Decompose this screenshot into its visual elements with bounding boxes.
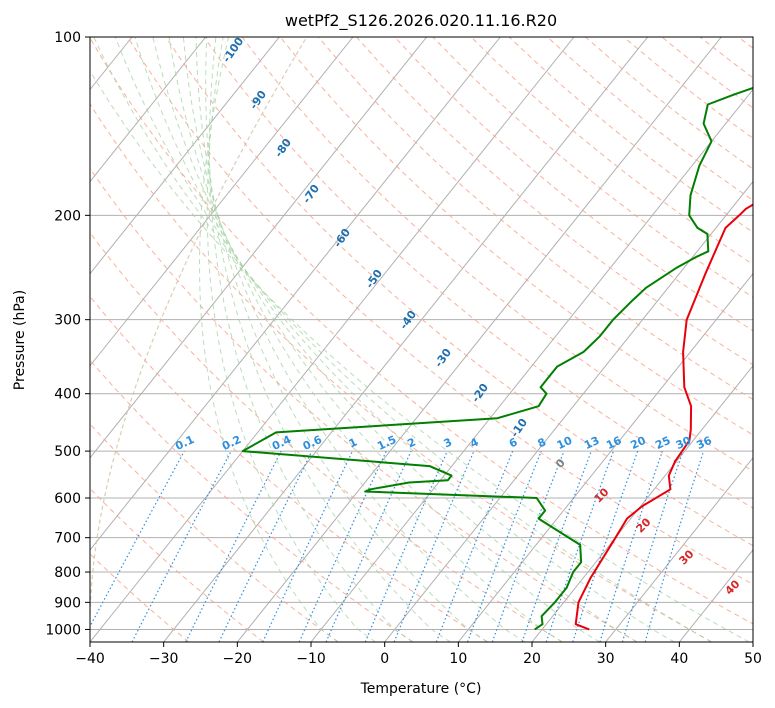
dry-adiabat-line	[90, 231, 563, 642]
moist-adiabat-line	[195, 37, 488, 642]
dry-adiabat-line	[90, 295, 488, 642]
isotherm-line	[90, 37, 280, 275]
reference-arc-line	[90, 37, 308, 642]
mixing-ratio-label: 25	[653, 434, 672, 452]
isotherm-line	[90, 37, 354, 367]
x-tick-label: −40	[75, 651, 105, 667]
mixing-ratio-line	[491, 450, 565, 642]
isotherm-line	[163, 37, 649, 642]
moist-adiabat-line	[206, 37, 376, 642]
isotherm-line	[90, 37, 428, 459]
y-tick-label: 600	[54, 491, 81, 507]
x-tick-label: 10	[449, 651, 467, 667]
dry-adiabat-line	[90, 487, 264, 642]
y-tick-label: 800	[54, 565, 81, 581]
mixing-ratio-line	[621, 450, 684, 642]
x-tick-label: 0	[380, 651, 389, 667]
mixing-ratio-line	[185, 450, 282, 642]
dry-adiabat-line	[165, 37, 753, 547]
y-tick-label: 1000	[45, 622, 81, 638]
moist-adiabat-line	[93, 37, 712, 642]
x-tick-label: −30	[149, 651, 179, 667]
moist-adiabat-line	[208, 37, 414, 642]
mixing-ratio-line	[466, 450, 542, 642]
mixing-ratio-label: 10	[555, 434, 575, 452]
x-axis-label: Temperature (°C)	[360, 681, 482, 697]
moist-adiabat-line	[152, 37, 600, 642]
mixing-ratio-line	[545, 450, 614, 642]
y-tick-label: 500	[54, 444, 81, 460]
dry-adiabat-line	[90, 553, 190, 642]
x-tick-label: −20	[223, 651, 253, 667]
x-tick-label: −10	[296, 651, 326, 667]
dry-adiabat-line	[318, 37, 753, 401]
plot-frame	[89, 36, 754, 643]
dry-adiabat-line	[90, 103, 712, 642]
mixing-ratio-label: 30	[674, 434, 694, 452]
y-tick-label: 700	[54, 531, 81, 547]
moist-adiabat-line	[134, 37, 638, 642]
x-tick-label: 50	[744, 651, 762, 667]
isotherm-line	[236, 37, 722, 642]
dewpoint-series-line	[241, 86, 753, 631]
mixing-ratio-line	[599, 450, 663, 642]
y-tick-label: 200	[54, 208, 81, 224]
mixing-ratio-line	[435, 450, 514, 642]
mixing-ratio-line	[262, 450, 354, 642]
temperature-series-line	[574, 203, 753, 631]
isotherm-line	[605, 457, 753, 642]
x-tick-label: 40	[670, 651, 688, 667]
dry-adiabat-line	[90, 359, 414, 642]
y-tick-label: 400	[54, 387, 81, 403]
dry-adiabat-line	[279, 37, 753, 436]
moist-adiabat-line	[198, 37, 339, 642]
moist-adiabat-line	[205, 37, 451, 642]
mixing-ratio-label: 13	[582, 434, 601, 452]
mixing-ratio-label: 20	[629, 434, 649, 452]
chart-title: wetPf2_S126.2026.020.11.16.R20	[285, 11, 557, 31]
mixing-ratio-line	[364, 450, 448, 642]
dry-adiabat-line	[127, 37, 753, 586]
mixing-ratio-line	[521, 450, 592, 642]
dry-adiabat-line	[394, 37, 753, 332]
isotherm-line	[384, 180, 753, 642]
isotherm-line	[457, 272, 753, 642]
moist-adiabat-line	[90, 69, 750, 642]
mixing-ratio-line	[325, 450, 412, 642]
x-tick-label: 30	[597, 651, 615, 667]
mixing-ratio-line	[298, 450, 387, 642]
mixing-ratio-label: 36	[694, 434, 714, 452]
mixing-ratio-line	[644, 450, 705, 642]
x-tick-label: 20	[523, 651, 541, 667]
dry-adiabat-line	[203, 37, 753, 509]
y-tick-label: 100	[54, 30, 81, 46]
dry-adiabat-line	[90, 37, 753, 625]
y-tick-label: 300	[54, 313, 81, 329]
mixing-ratio-line	[572, 450, 639, 642]
isotherm-line	[90, 37, 207, 183]
y-axis-label: Pressure (hPa)	[12, 290, 28, 390]
y-tick-label: 900	[54, 595, 81, 611]
isotherm-line	[90, 37, 575, 642]
mixing-ratio-label: 16	[604, 434, 624, 452]
